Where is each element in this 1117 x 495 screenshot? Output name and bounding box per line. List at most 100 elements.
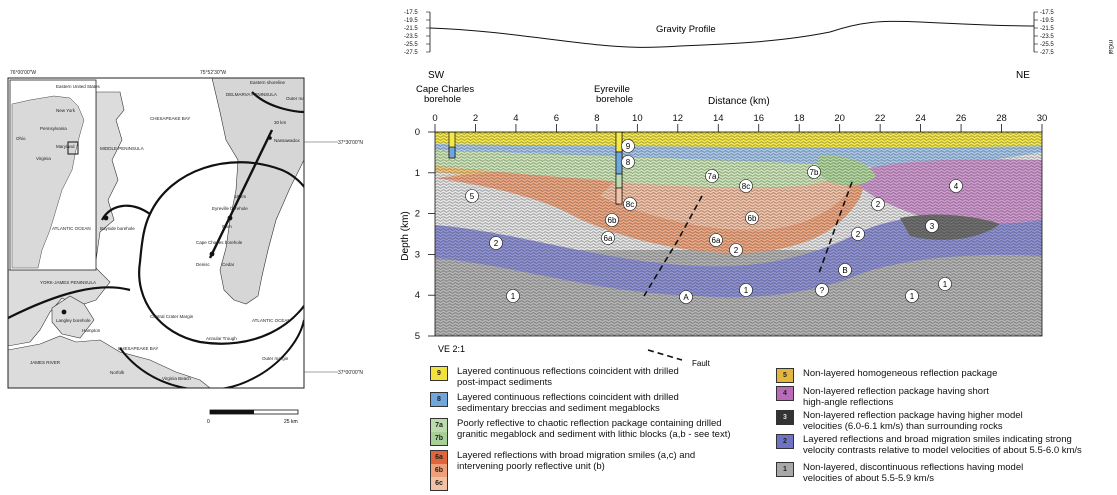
map-label-nassawadox: Nassawadox — [274, 138, 301, 143]
x-tick-label: 18 — [794, 113, 805, 124]
coord-right-top: 37°30'00"N — [338, 140, 363, 146]
inset-study-area — [67, 141, 79, 155]
inset-state-va: Virginia — [36, 156, 51, 161]
location-map: Eastern shoreline DELMARVA PENINSULA Out… — [7, 70, 363, 425]
legend-swatch-code: 7b — [431, 432, 447, 445]
legend-item: 6a 6b 6c Layered reflections with broad mig… — [430, 450, 695, 491]
unit-label-text: 1 — [910, 292, 915, 301]
legend-item: 4 Non-layered reflection package having s… — [776, 386, 989, 408]
gravity-tick-right: -25.5 — [1040, 42, 1054, 48]
unit-label-text: 2 — [876, 200, 881, 209]
y-tick-label: 2 — [415, 209, 420, 220]
unit-label: 9 — [621, 139, 635, 153]
unit-label-text: 8c — [626, 200, 634, 209]
fault-legend-line — [647, 349, 683, 361]
legend-text: Layered continuous reflections coinciden… — [457, 366, 679, 388]
x-tick-label: 30 — [1037, 113, 1048, 124]
gravity-title: Gravity Profile — [656, 24, 716, 35]
unit-label-text: 2 — [734, 246, 739, 255]
gravity-tick-left: -17.5 — [404, 10, 418, 16]
legend-item: 5 Non-layered homogeneous reflection pack… — [776, 368, 997, 383]
map-label-cape-charles: Cape Charles borehole — [196, 240, 243, 245]
inset-ocean-label: ATLANTIC OCEAN — [52, 226, 91, 231]
map-scale-bar: 0 25 km — [207, 409, 299, 425]
legend-swatch: 7a 7b — [430, 418, 448, 446]
y-tick-label: 1 — [415, 168, 420, 179]
fault-b — [817, 181, 853, 277]
unit-label-text: A — [683, 293, 689, 302]
profile-line — [208, 129, 274, 259]
unit-label-text: 8 — [626, 158, 631, 167]
legend-swatch: 8 — [430, 392, 448, 407]
unit-label-text: 6b — [748, 214, 757, 223]
legend-item: 1 Non-layered, discontinuous reflections … — [776, 462, 1023, 484]
map-label-km30: 30 km — [274, 120, 287, 125]
unit-label-text: 6a — [604, 234, 613, 243]
legend-swatch: 6a 6b 6c — [430, 450, 448, 491]
y-tick-label: 0 — [415, 127, 420, 138]
scale-km: 25 km — [284, 419, 298, 425]
label-eyreville: Eyreville borehole — [594, 84, 633, 105]
gravity-tick-left: -21.5 — [404, 26, 418, 32]
unit-label: 7a — [705, 169, 719, 183]
x-tick-label: 26 — [956, 113, 967, 124]
x-tick-label: 24 — [915, 113, 926, 124]
x-tick-label: 12 — [673, 113, 684, 124]
unit-label: 1 — [905, 289, 919, 303]
cape-charles-borehole-lower — [448, 146, 456, 159]
legend: 9 Layered continuous reflections coincide… — [430, 366, 1117, 495]
x-tick-label: 0 — [432, 113, 437, 124]
inset-state-pa: Pennsylvania — [40, 126, 67, 131]
unit-label-text: 8c — [742, 182, 750, 191]
legend-swatch-code: 2 — [777, 435, 793, 448]
unit-label: 8c — [739, 179, 753, 193]
unit-label-text: 6a — [712, 236, 721, 245]
map-label-chesapeake-bay-bottom: CHESAPEAKE BAY — [118, 346, 158, 351]
southern-land — [8, 335, 211, 388]
unit-label-text: 7b — [810, 168, 819, 177]
legend-swatch-code: 7a — [431, 419, 447, 432]
gravity-unit: mGal — [1107, 40, 1113, 54]
legend-text: Layered reflections with broad migration… — [457, 450, 696, 472]
cape-charles-borehole-dot — [209, 251, 215, 257]
legend-item: 7a 7b Poorly reflective to chaotic reflect… — [430, 418, 731, 446]
unit-label: 8c — [623, 197, 637, 211]
unit-label-text: 6b — [608, 216, 617, 225]
unit-label-text: 1 — [511, 292, 516, 301]
inset-state-ny: New York — [56, 108, 76, 113]
legend-item: 3 Non-layered reflection package having h… — [776, 410, 1023, 432]
unit-label-text: B — [842, 266, 847, 275]
unit-label: 8 — [621, 155, 635, 169]
coord-right-bottom: 37°00'00"N — [338, 370, 363, 376]
legend-swatch-code: 4 — [777, 387, 793, 400]
unit-label: 2 — [871, 197, 885, 211]
map-label-middle-peninsula: MIDDLE PENINSULA — [100, 146, 144, 151]
seismic-profile-figure: Gravity Profile -17.5 -19.5 -21.5 -23.5 -25.… — [400, 10, 1113, 368]
gravity-tick-right: -17.5 — [1040, 10, 1054, 16]
x-tick-label: 8 — [594, 113, 599, 124]
inset-state-md: Maryland — [56, 144, 75, 149]
inset-title: Eastern United States — [56, 84, 101, 89]
unit-label-text: 2 — [856, 230, 861, 239]
x-tick-label: 16 — [753, 113, 764, 124]
unit-label: 2 — [729, 243, 743, 257]
eyreville-borehole-dot — [227, 215, 233, 221]
gravity-curve — [429, 20, 1035, 48]
unit-label-text: 5 — [470, 192, 475, 201]
unit-label: 3 — [925, 219, 939, 233]
map-label-denisc: Denisc — [196, 262, 211, 267]
unit-label: ? — [815, 283, 829, 297]
legend-swatch: 3 — [776, 410, 794, 425]
map-label-norfolk: Norfolk — [110, 370, 125, 375]
map-label-central-crater: Central Crater Margin — [150, 314, 194, 319]
unit-label-text: 2 — [494, 239, 499, 248]
label-ne: NE — [1016, 70, 1030, 81]
legend-text: Non-layered homogeneous reflection packa… — [803, 368, 998, 379]
map-label-cedar: Cedar — [222, 262, 235, 267]
unit-label: 1 — [506, 289, 520, 303]
x-tick-label: 28 — [996, 113, 1007, 124]
x-tick-label: 4 — [513, 113, 518, 124]
gravity-tick-right: -27.5 — [1040, 50, 1054, 56]
legend-item: 8 Layered continuous reflections coincide… — [430, 392, 679, 414]
legend-text: Non-layered reflection package having sh… — [803, 386, 989, 408]
